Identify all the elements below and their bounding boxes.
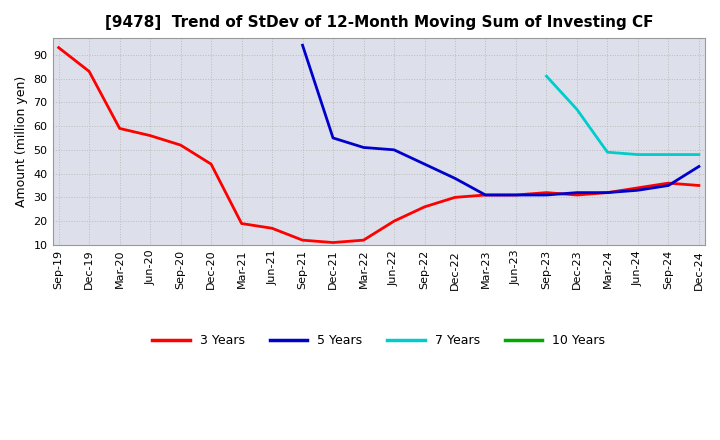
Title: [9478]  Trend of StDev of 12-Month Moving Sum of Investing CF: [9478] Trend of StDev of 12-Month Moving… [104, 15, 653, 30]
Legend: 3 Years, 5 Years, 7 Years, 10 Years: 3 Years, 5 Years, 7 Years, 10 Years [147, 330, 611, 352]
Y-axis label: Amount (million yen): Amount (million yen) [15, 76, 28, 207]
